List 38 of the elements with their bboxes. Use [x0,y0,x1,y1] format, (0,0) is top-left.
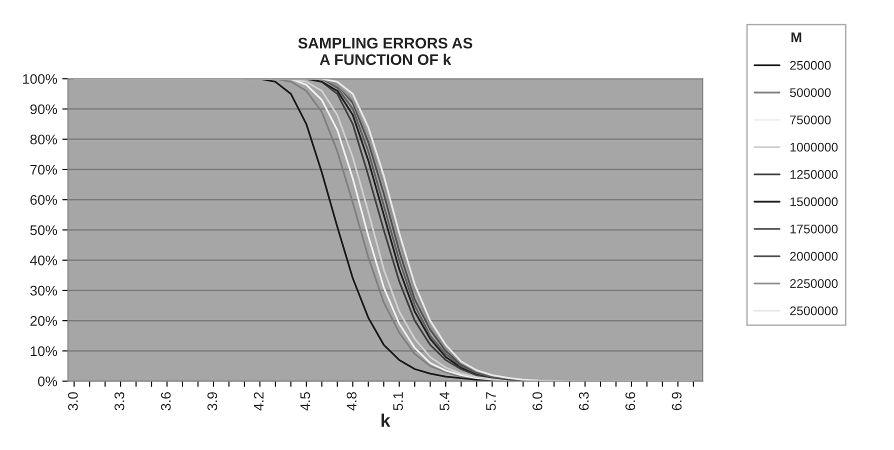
y-tick-label: 40% [30,256,58,266]
x-tick-label: 4.2 [254,392,264,411]
y-tick-label: 70% [30,164,58,175]
y-tick-label: 10% [30,346,58,356]
x-tick-label: 6.3 [578,392,589,410]
legend-label: 2000000 [790,252,838,261]
chart-title: SAMPLING ERRORS AS A FUNCTION OF k [298,38,472,66]
legend-label: 1000000 [790,142,838,152]
x-tick-label: 4.8 [346,392,357,411]
x-tick-label: 5.1 [393,392,403,410]
legend-label: 1750000 [790,224,838,234]
x-tick-label: 6.6 [625,392,636,410]
legend-title: M [791,32,802,42]
x-tick-label: 3.9 [207,392,218,410]
y-tick-label: 50% [30,225,58,236]
x-tick-label: 6.0 [532,392,542,410]
y-tick-label: 90% [30,104,58,114]
x-tick-label: 4.5 [300,392,310,411]
legend-label: 2500000 [790,306,838,316]
y-tick-label: 0% [38,376,58,386]
legend-label: 500000 [790,88,831,98]
x-tick-label: 5.4 [440,392,450,410]
x-tick-label: 6.9 [672,392,682,410]
x-tick-label: 3.0 [68,392,78,410]
legend-label: 1500000 [790,197,838,206]
y-tick-label: 80% [30,134,58,144]
x-axis-title: k [382,414,390,427]
x-tick-label: 3.3 [114,392,124,410]
y-tick-label: 100% [23,74,58,84]
y-tick-label: 20% [30,316,58,326]
legend-label: 750000 [790,115,831,124]
legend-label: 2250000 [790,279,838,288]
legend-label: 1250000 [790,170,838,179]
x-tick-label: 3.6 [160,392,171,410]
x-tick-label: 5.7 [486,392,496,410]
legend-label: 250000 [790,60,831,70]
y-tick-label: 30% [30,286,58,296]
y-tick-label: 60% [30,195,58,205]
